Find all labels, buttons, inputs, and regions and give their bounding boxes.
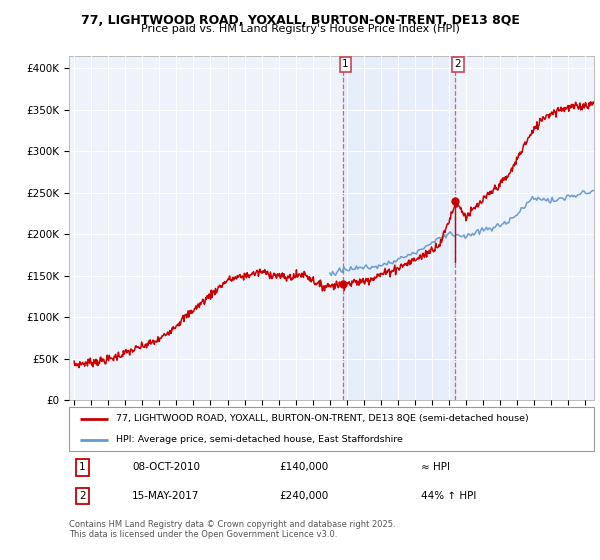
Text: 77, LIGHTWOOD ROAD, YOXALL, BURTON-ON-TRENT, DE13 8QE: 77, LIGHTWOOD ROAD, YOXALL, BURTON-ON-TR… (80, 14, 520, 27)
Text: 1: 1 (342, 59, 349, 69)
Text: 08-OCT-2010: 08-OCT-2010 (132, 463, 200, 473)
Text: £240,000: £240,000 (279, 491, 328, 501)
Text: Contains HM Land Registry data © Crown copyright and database right 2025.
This d: Contains HM Land Registry data © Crown c… (69, 520, 395, 539)
Text: Price paid vs. HM Land Registry's House Price Index (HPI): Price paid vs. HM Land Registry's House … (140, 24, 460, 34)
Text: 15-MAY-2017: 15-MAY-2017 (132, 491, 199, 501)
Text: 44% ↑ HPI: 44% ↑ HPI (421, 491, 476, 501)
Text: £140,000: £140,000 (279, 463, 328, 473)
Text: HPI: Average price, semi-detached house, East Staffordshire: HPI: Average price, semi-detached house,… (116, 435, 403, 445)
Text: ≈ HPI: ≈ HPI (421, 463, 450, 473)
Bar (343, 56, 455, 400)
Text: 2: 2 (455, 59, 461, 69)
FancyBboxPatch shape (69, 407, 594, 451)
Text: 77, LIGHTWOOD ROAD, YOXALL, BURTON-ON-TRENT, DE13 8QE (semi-detached house): 77, LIGHTWOOD ROAD, YOXALL, BURTON-ON-TR… (116, 414, 529, 423)
Text: 1: 1 (79, 463, 85, 473)
Text: 2: 2 (79, 491, 85, 501)
